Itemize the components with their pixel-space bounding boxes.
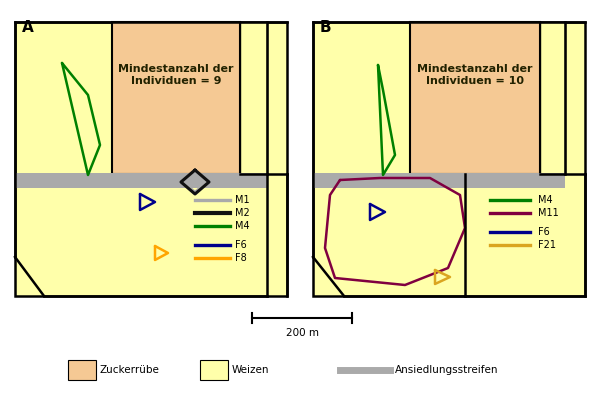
Bar xyxy=(410,22,540,174)
Text: M4: M4 xyxy=(538,195,553,205)
Text: A: A xyxy=(22,20,34,35)
Text: Zuckerrübe: Zuckerrübe xyxy=(100,365,160,375)
Text: M2: M2 xyxy=(235,208,250,218)
Text: M1: M1 xyxy=(235,195,250,205)
Text: Weizen: Weizen xyxy=(232,365,269,375)
Bar xyxy=(240,22,267,174)
Text: F6: F6 xyxy=(538,227,550,237)
Bar xyxy=(540,22,565,174)
Bar xyxy=(313,173,565,188)
Bar xyxy=(15,173,267,188)
Bar xyxy=(15,22,287,296)
Bar xyxy=(112,22,240,174)
Text: M11: M11 xyxy=(538,208,559,218)
Text: Mindestanzahl der
Individuen = 9: Mindestanzahl der Individuen = 9 xyxy=(118,64,234,86)
Text: Ansiedlungsstreifen: Ansiedlungsstreifen xyxy=(395,365,499,375)
Text: F21: F21 xyxy=(538,240,556,250)
Bar xyxy=(200,360,228,380)
Bar xyxy=(313,22,585,296)
Text: F8: F8 xyxy=(235,253,247,263)
Bar xyxy=(68,360,96,380)
Text: Mindestanzahl der
Individuen = 10: Mindestanzahl der Individuen = 10 xyxy=(417,64,533,86)
Text: F6: F6 xyxy=(235,240,247,250)
Text: B: B xyxy=(320,20,332,35)
Text: M4: M4 xyxy=(235,221,250,231)
Text: 200 m: 200 m xyxy=(286,328,319,338)
